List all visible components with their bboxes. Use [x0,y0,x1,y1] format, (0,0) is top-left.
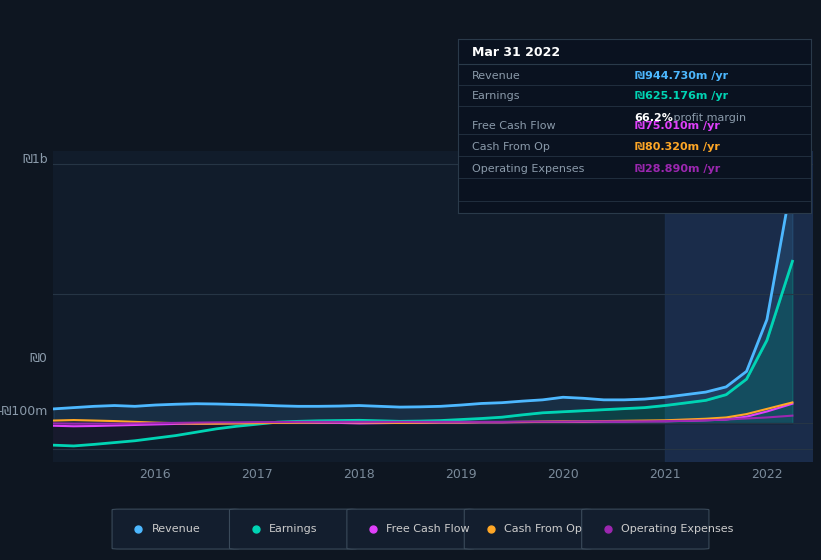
Text: ₪944.730m /yr: ₪944.730m /yr [635,71,727,81]
Text: Mar 31 2022: Mar 31 2022 [472,46,561,59]
Text: Operating Expenses: Operating Expenses [472,165,585,174]
FancyBboxPatch shape [347,509,475,549]
Text: ₪75.010m /yr: ₪75.010m /yr [635,121,719,131]
Text: Cash From Op: Cash From Op [504,524,581,534]
Text: 66.2%: 66.2% [635,113,673,123]
Text: Free Cash Flow: Free Cash Flow [386,524,470,534]
Text: ₪0: ₪0 [30,352,48,365]
FancyBboxPatch shape [582,509,709,549]
Text: ₪80.320m /yr: ₪80.320m /yr [635,142,719,152]
FancyBboxPatch shape [465,509,591,549]
Text: Earnings: Earnings [268,524,318,534]
Text: profit margin: profit margin [670,113,746,123]
Text: ₪1b: ₪1b [22,153,48,166]
Text: ₪28.890m /yr: ₪28.890m /yr [635,165,720,174]
FancyBboxPatch shape [229,509,356,549]
Text: Revenue: Revenue [472,71,521,81]
Text: Free Cash Flow: Free Cash Flow [472,121,556,131]
Text: Revenue: Revenue [151,524,200,534]
Bar [665,151,821,462]
Text: ₪625.176m /yr: ₪625.176m /yr [635,91,727,101]
Text: Operating Expenses: Operating Expenses [621,524,733,534]
Text: Cash From Op: Cash From Op [472,142,550,152]
Text: -₪100m: -₪100m [0,405,48,418]
Text: Earnings: Earnings [472,91,521,101]
FancyBboxPatch shape [112,509,240,549]
